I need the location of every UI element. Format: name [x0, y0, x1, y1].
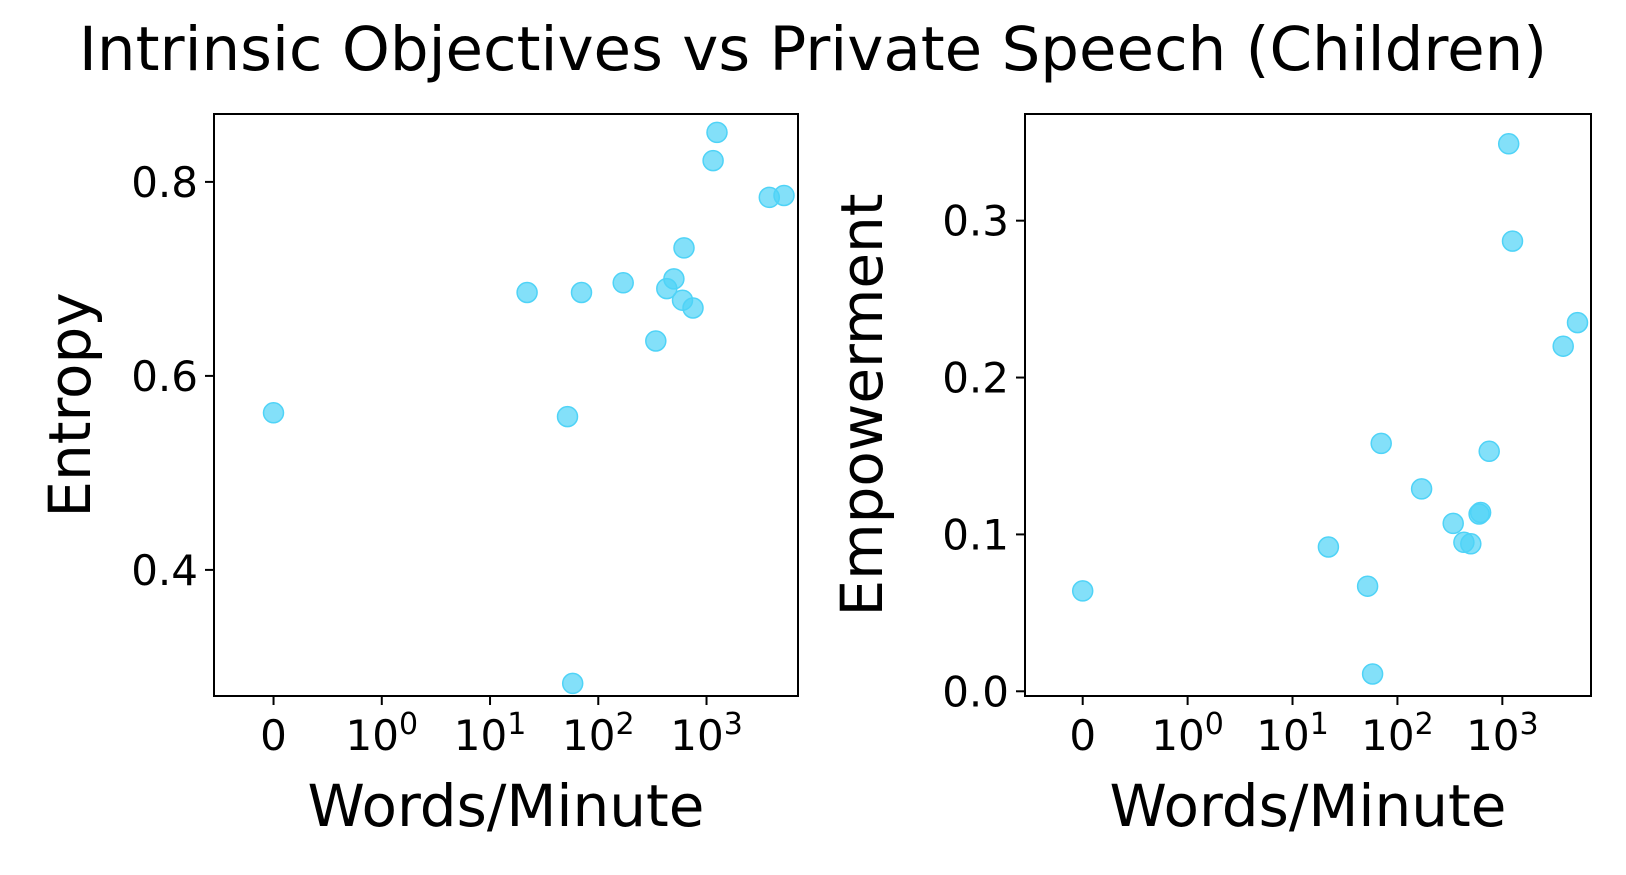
- y-tick-label: 0.0: [942, 667, 1009, 716]
- y-axis-label: Entropy: [36, 292, 104, 517]
- data-point: [1501, 230, 1524, 252]
- data-point: [645, 330, 667, 352]
- y-tick-label: 0.4: [131, 546, 198, 595]
- x-tick-label: 100: [1151, 707, 1224, 760]
- y-axis-label: Empowerment: [828, 193, 896, 616]
- y-tick-label: 0.6: [131, 352, 198, 401]
- data-point: [262, 402, 285, 424]
- data-point: [1552, 335, 1574, 357]
- data-point: [706, 121, 728, 144]
- data-point: [516, 281, 538, 304]
- y-tick-label: 0.3: [942, 197, 1009, 246]
- x-tick-label: 103: [670, 707, 743, 760]
- x-tick-label: 100: [346, 707, 419, 760]
- data-point: [561, 672, 584, 695]
- data-point: [1356, 575, 1379, 597]
- plot-frame: [1024, 113, 1592, 697]
- entropy-panel: 0 100 101 102 103 0.4 0.6 0.8 Words/Minute Entrop…: [36, 113, 799, 840]
- data-point: [702, 149, 724, 172]
- data-point: [1566, 311, 1589, 334]
- x-axis-label: Words/Minute: [1110, 772, 1507, 840]
- y-tick-label: 0.8: [131, 158, 198, 207]
- x-tick-label: 101: [1256, 707, 1329, 760]
- data-point: [1497, 133, 1520, 155]
- data-point: [556, 405, 579, 428]
- data-point: [1370, 432, 1392, 455]
- empowerment-panel: 0 100 101 102 103 0.0 0.1 0.2 0.3 Words/Minute Emp…: [828, 113, 1592, 840]
- data-point: [773, 184, 795, 207]
- x-axis-label: Words/Minute: [308, 772, 705, 840]
- x-tick-label: 0: [260, 711, 287, 760]
- x-tick-label: 0: [1069, 711, 1096, 760]
- data-point: [570, 281, 593, 304]
- data-point: [1361, 663, 1384, 685]
- y-tick-label: 0.1: [942, 510, 1009, 559]
- plot-frame: [213, 113, 799, 697]
- data-point: [1317, 536, 1340, 558]
- x-tick-label: 102: [562, 707, 635, 760]
- data-point: [1469, 501, 1492, 524]
- data-point: [1442, 512, 1464, 535]
- data-point: [1071, 580, 1094, 602]
- x-tick-label: 101: [454, 707, 527, 760]
- data-point: [612, 272, 634, 294]
- data-point: [682, 297, 704, 319]
- data-point: [673, 237, 695, 259]
- data-point: [1460, 533, 1482, 555]
- data-point: [1478, 440, 1500, 463]
- data-point: [663, 268, 685, 290]
- x-tick-label: 102: [1361, 707, 1434, 760]
- x-tick-label: 103: [1466, 707, 1539, 760]
- data-point: [1410, 478, 1433, 500]
- chart-title: Intrinsic Objectives vs Private Speech (…: [78, 14, 1548, 85]
- y-tick-label: 0.2: [942, 354, 1009, 403]
